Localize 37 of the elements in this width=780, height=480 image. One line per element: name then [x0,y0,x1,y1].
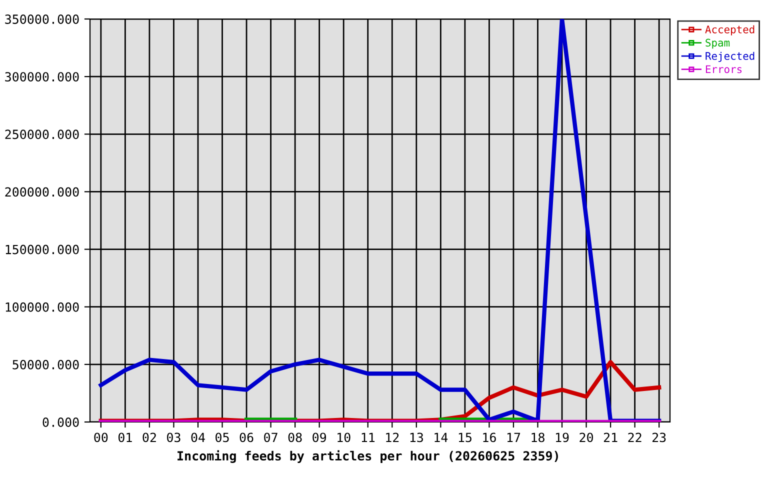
y-tick-label: 100000.000 [6,302,79,312]
legend-label: Rejected [706,52,754,62]
x-tick-label: 21 [604,432,618,442]
x-tick-label: 06 [240,432,254,442]
x-tick-label: 01 [118,432,132,442]
x-tick-label: 12 [386,432,399,442]
x-tick-label: 13 [410,432,423,442]
y-tick-label: 50000.000 [12,360,79,370]
x-tick-label: 11 [362,432,375,442]
legend-label: Errors [706,65,742,74]
legend-label: Spam [706,38,730,49]
x-tick-label: 08 [288,432,302,442]
x-tick-label: 04 [191,432,205,442]
x-tick-label: 23 [652,432,666,442]
x-axis-title: Incoming feeds by articles per hour (20260625 2359) [178,450,558,463]
y-tick-label: 0.000 [42,418,79,427]
x-tick-label: 16 [483,432,496,442]
x-tick-label: 07 [264,432,278,442]
x-tick-label: 10 [338,432,350,442]
x-tick-label: 09 [312,432,326,442]
y-tick-label: 250000.000 [5,130,79,140]
x-tick-label: 22 [628,432,642,442]
x-tick-label: 20 [580,432,593,442]
y-tick-label: 200000.000 [5,187,79,197]
y-tick-label: 300000.000 [5,72,79,82]
y-tick-label: 150000.000 [6,244,79,254]
x-tick-label: 18 [532,432,544,442]
x-tick-label: 02 [142,432,156,442]
legend-label: Accepted [705,25,754,36]
x-tick-label: 05 [216,432,229,442]
x-tick-label: 00 [94,432,108,442]
y-tick-label: 350000.000 [5,14,79,24]
x-tick-label: 15 [458,432,472,442]
x-tick-label: 14 [434,432,448,442]
x-tick-label: 19 [556,432,569,442]
x-tick-label: 17 [507,432,520,442]
x-tick-label: 03 [167,432,180,442]
